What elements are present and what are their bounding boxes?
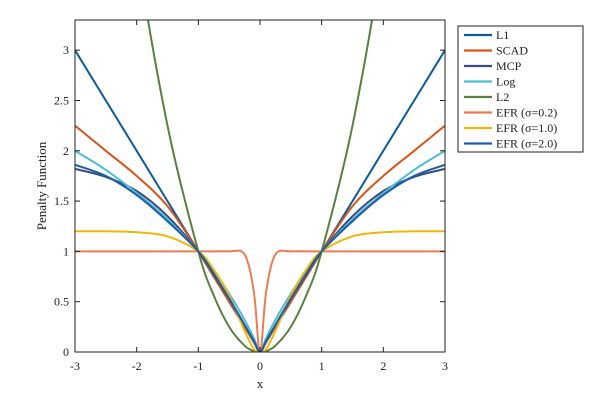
series-line-l1: [75, 49, 445, 352]
x-tick-label: -2: [132, 359, 142, 373]
y-axis-label: Penalty Function: [34, 141, 49, 230]
series-line-log: [75, 149, 445, 352]
y-tick-label: 0.5: [54, 295, 69, 309]
x-tick-label: -3: [70, 359, 80, 373]
legend-label-efr-0-2: EFR (σ=0.2): [496, 106, 557, 120]
legend-label-efr-2-0: EFR (σ=2.0): [496, 137, 557, 151]
series-line-efr-1-0: [75, 230, 445, 352]
y-tick-label: 2: [63, 144, 69, 158]
legend-box: [457, 25, 584, 153]
y-tick-label: 1.5: [54, 194, 69, 208]
x-tick-label: -1: [193, 359, 203, 373]
series-layer: [75, 20, 445, 352]
series-line-efr-0-2: [75, 249, 445, 352]
x-tick-label: 2: [380, 359, 386, 373]
y-tick-label: 1: [63, 244, 69, 258]
x-tick-label: 1: [319, 359, 325, 373]
x-tick-label: 3: [442, 359, 448, 373]
legend-label-l2: L2: [496, 90, 509, 104]
legend-label-log: Log: [496, 75, 515, 89]
legend-label-l1: L1: [496, 28, 509, 42]
y-tick-label: 0: [63, 345, 69, 359]
x-tick-label: 0: [257, 359, 263, 373]
y-tick-label: 2.5: [54, 93, 69, 107]
x-axis-label: x: [257, 376, 264, 391]
series-line-efr-2-0: [75, 163, 445, 352]
series-line-mcp: [75, 167, 445, 352]
series-line-scad: [75, 124, 445, 352]
legend-label-efr-1-0: EFR (σ=1.0): [496, 121, 557, 135]
legend-label-mcp: MCP: [496, 59, 522, 73]
tick-layer: -3 -2 -1 0 1 2 3 0 0.5 1 1.5 2 2.5 3: [54, 20, 448, 373]
legend-label-scad: SCAD: [496, 44, 528, 58]
y-tick-label: 3: [63, 43, 69, 57]
plot-background: [75, 20, 445, 352]
